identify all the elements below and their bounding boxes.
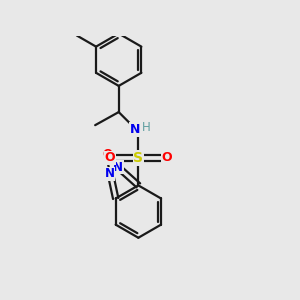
Text: S: S — [134, 151, 143, 165]
Text: O: O — [102, 148, 112, 161]
Text: O: O — [105, 152, 115, 164]
Text: N: N — [104, 167, 115, 180]
Text: N: N — [113, 160, 123, 174]
Text: O: O — [161, 152, 172, 164]
Text: N: N — [130, 123, 140, 136]
Text: H: H — [142, 122, 150, 134]
